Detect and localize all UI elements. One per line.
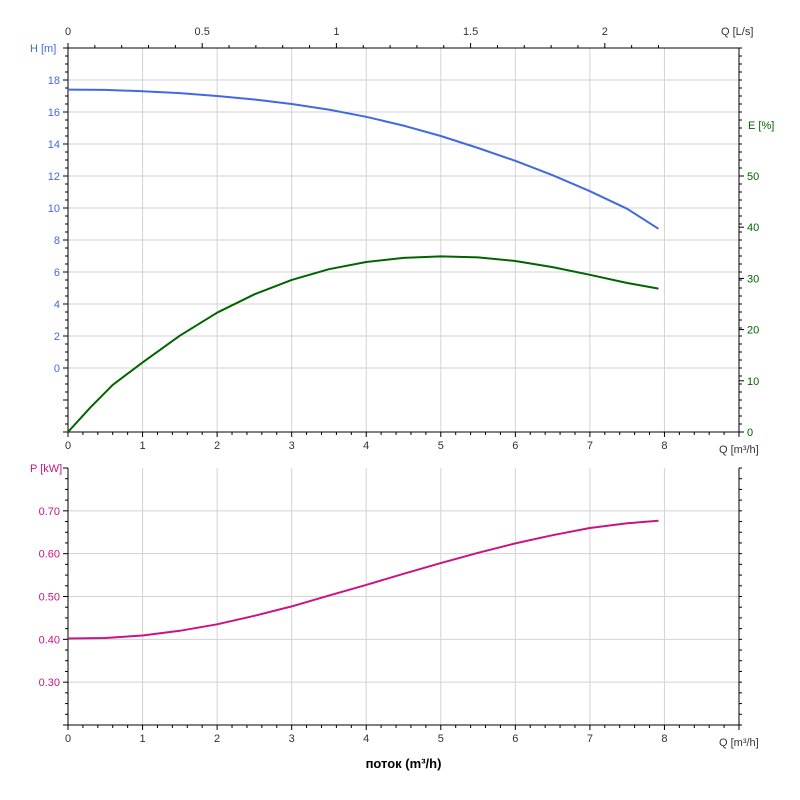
top-x-tick-label: 3 [289, 440, 295, 452]
bottom-x-tick-label: 6 [512, 733, 518, 745]
top-x-tick-label: 0 [65, 440, 71, 452]
top-y-left-tick-label: 4 [54, 299, 60, 311]
top-x-top-tick-label: 2 [602, 26, 608, 38]
top-y-left-axis-label: H [m] [30, 43, 56, 55]
bottom-y-left-axis-label: P [kW] [30, 463, 62, 475]
top-y-right-tick-label: 30 [747, 273, 759, 285]
bottom-y-left-tick-label: 0.50 [39, 592, 60, 604]
top-x-top-tick-label: 1 [333, 26, 339, 38]
top-y-left-tick-label: 14 [48, 139, 60, 151]
top-y-left-tick-label: 10 [48, 203, 60, 215]
top-series-line-0 [67, 88, 660, 230]
bottom-x-tick-label: 4 [363, 733, 369, 745]
top-y-right-axis-label: E [%] [748, 120, 774, 132]
top-series-line-1 [67, 255, 659, 433]
bottom-y-left-tick-label: 0.40 [39, 634, 60, 646]
top-y-left-tick-label: 12 [48, 171, 60, 183]
top-y-left-tick-label: 8 [54, 235, 60, 247]
top-x-top-axis-label: Q [L/s] [721, 26, 753, 38]
top-x-tick-label: 6 [512, 440, 518, 452]
bottom-x-tick-label: 0 [65, 733, 71, 745]
top-y-left-tick-label: 2 [54, 331, 60, 343]
top-x-tick-label: 5 [438, 440, 444, 452]
top-y-right-tick-label: 40 [747, 222, 759, 234]
top-x-tick-label: 1 [139, 440, 145, 452]
top-x-top-tick-label: 0 [65, 26, 71, 38]
top-x-tick-label: 8 [661, 440, 667, 452]
top-y-right-tick-label: 10 [747, 376, 759, 388]
top-x-tick-label: 7 [587, 440, 593, 452]
bottom-x-tick-label: 7 [587, 733, 593, 745]
bottom-x-tick-label: 5 [438, 733, 444, 745]
x-axis-title: поток (m³/h) [366, 756, 442, 771]
bottom-x-tick-label: 8 [661, 733, 667, 745]
bottom-y-left-tick-label: 0.30 [39, 677, 60, 689]
bottom-x-tick-label: 3 [289, 733, 295, 745]
top-x-top-tick-label: 1.5 [463, 26, 478, 38]
bottom-y-left-tick-label: 0.70 [39, 506, 60, 518]
top-y-right-tick-label: 50 [747, 171, 759, 183]
bottom-x-tick-label: 2 [214, 733, 220, 745]
top-y-left-tick-label: 16 [48, 107, 60, 119]
top-y-left-tick-label: 6 [54, 267, 60, 279]
top-y-left-tick-label: 0 [54, 363, 60, 375]
top-y-right-tick-label: 20 [747, 325, 759, 337]
top-x-top-tick-label: 0.5 [195, 26, 210, 38]
top-y-left-tick-label: 18 [48, 75, 60, 87]
top-y-right-tick-label: 0 [747, 427, 753, 439]
bottom-y-left-tick-label: 0.60 [39, 549, 60, 561]
bottom-x-tick-label: 1 [139, 733, 145, 745]
top-x-axis-label: Q [m³/h] [719, 444, 759, 456]
bottom-x-axis-label: Q [m³/h] [719, 737, 759, 749]
bottom-series-line-0 [67, 519, 659, 640]
top-x-tick-label: 4 [363, 440, 369, 452]
top-x-tick-label: 2 [214, 440, 220, 452]
